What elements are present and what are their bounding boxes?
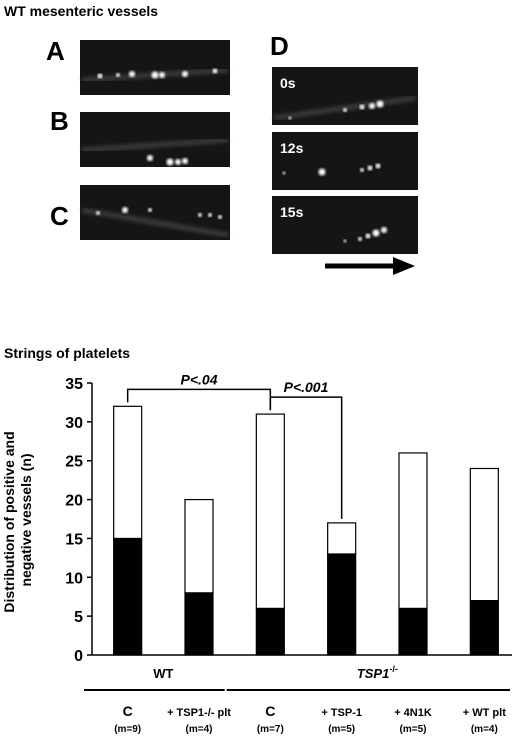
group-label-sup: -/-	[389, 664, 398, 674]
panel-letter: A	[46, 36, 65, 66]
group-label-text: TSP1	[357, 666, 390, 681]
x-tick-label: + WT plt	[463, 707, 506, 719]
y-axis-label-line: Distribution of positive and	[1, 431, 17, 612]
panel-letter: B	[50, 106, 69, 136]
sample-size: (m=5)	[400, 724, 427, 735]
chart-title: Strings of platelets	[4, 345, 130, 361]
bar-segment	[255, 413, 285, 609]
sample-size: (m=9)	[114, 724, 141, 735]
x-tick-label: + TSP-1	[321, 707, 362, 719]
group-label: WT	[153, 666, 173, 681]
significance-bracket	[269, 396, 343, 519]
micrograph	[80, 185, 230, 240]
significance-label: P<.04	[181, 371, 218, 387]
x-tick-label: C	[123, 703, 133, 719]
significance-label: P<.001	[284, 379, 329, 395]
group-label: TSP1-/-	[357, 664, 398, 681]
flow-arrow	[325, 257, 415, 275]
sample-size: (m=5)	[328, 724, 355, 735]
bar-segment	[327, 522, 357, 555]
x-tick-label: + TSP1-/- plt	[167, 707, 231, 719]
bar-segment	[255, 607, 285, 656]
bar-segment	[327, 553, 357, 656]
group-label-text: WT	[153, 666, 173, 681]
figure-title: WT mesenteric vessels	[4, 3, 158, 19]
time-label: 12s	[280, 140, 304, 156]
y-tick-label: 5	[74, 609, 83, 626]
y-tick-label: 25	[65, 454, 83, 471]
x-tick-label: + 4N1K	[394, 707, 432, 719]
bar-segment	[398, 607, 428, 656]
x-tick-label: C	[265, 703, 275, 719]
y-tick-label: 20	[65, 493, 83, 510]
bar-segment	[398, 452, 428, 609]
y-tick-label: 35	[65, 376, 83, 393]
bar-segment	[184, 592, 214, 656]
micrograph	[80, 112, 230, 167]
bar-segment	[469, 599, 499, 656]
y-tick-label: 30	[65, 415, 83, 432]
bar-segment	[184, 498, 214, 594]
micrograph	[272, 67, 418, 125]
sample-size: (m=4)	[186, 724, 213, 735]
micrograph	[80, 40, 230, 95]
micrograph	[272, 132, 418, 190]
panel-letter: C	[50, 201, 69, 231]
y-axis-label: Distribution of positive and negative ve…	[1, 427, 34, 612]
time-label: 15s	[280, 204, 304, 220]
significance-bracket	[126, 388, 272, 411]
bar-segment	[113, 405, 143, 540]
sample-size: (m=4)	[471, 724, 498, 735]
y-tick-label: 10	[65, 570, 83, 587]
y-tick-label: 0	[74, 648, 83, 665]
y-tick-label: 15	[65, 531, 83, 548]
bar-segment	[113, 537, 143, 656]
time-label: 0s	[280, 75, 296, 91]
panel-letter: D	[270, 31, 289, 61]
y-axis-label-line: negative vessels (n)	[18, 453, 34, 586]
sample-size: (m=7)	[257, 724, 284, 735]
bar-segment	[469, 467, 499, 602]
micrograph	[272, 196, 418, 254]
